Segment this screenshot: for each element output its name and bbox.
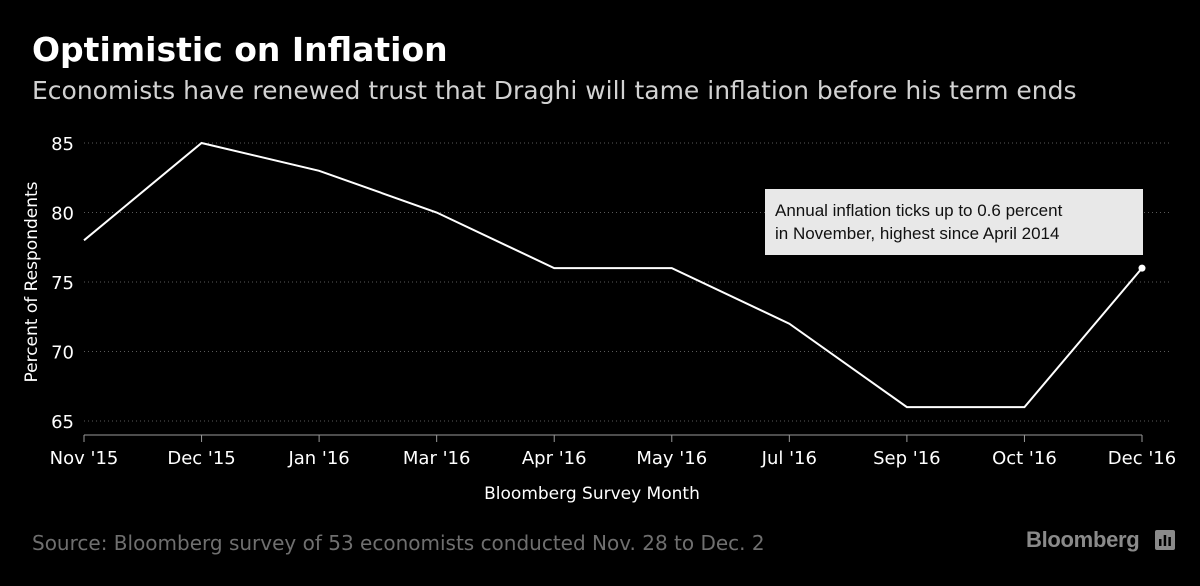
y-tick-label: 85 [51,134,74,155]
bloomberg-logo-icon [1155,530,1175,550]
x-tick-labels: Nov '15 Dec '15 Jan '16 Mar '16 Apr '16 May '… [50,448,1177,469]
x-tick-label: Apr '16 [522,448,587,469]
annotated-data-point [1138,264,1146,272]
x-tick-label: Dec '16 [1108,448,1176,469]
bloomberg-logo: Bloomberg [1026,527,1140,552]
x-tick-label: Sep '16 [873,448,941,469]
x-tick-label: May '16 [636,448,707,469]
x-axis-label: Bloomberg Survey Month [484,484,700,504]
y-tick-label: 65 [51,412,74,433]
chart-subtitle: Economists have renewed trust that Dragh… [32,76,1077,105]
annotation-line-2: in November, highest since April 2014 [775,224,1060,243]
x-tick-label: Jul '16 [761,448,817,469]
x-tick-label: Mar '16 [403,448,471,469]
x-tick-label: Nov '15 [50,448,119,469]
annotation-callout: Annual inflation ticks up to 0.6 percent… [765,189,1143,255]
x-axis [83,434,1143,442]
x-tick-label: Jan '16 [287,448,349,469]
chart-title: Optimistic on Inflation [32,30,448,69]
source-note: Source: Bloomberg survey of 53 economist… [32,531,765,555]
y-tick-labels: 65 70 75 80 85 [51,134,74,433]
y-tick-label: 80 [51,204,74,225]
data-points [1138,264,1146,272]
grid-lines [84,142,1170,422]
x-tick-label: Oct '16 [992,448,1057,469]
series-line [83,141,1143,409]
y-tick-label: 75 [51,273,74,294]
data-series [83,141,1143,409]
x-tick-label: Dec '15 [167,448,235,469]
annotation-line-1: Annual inflation ticks up to 0.6 percent [775,201,1063,220]
y-tick-label: 70 [51,343,74,364]
